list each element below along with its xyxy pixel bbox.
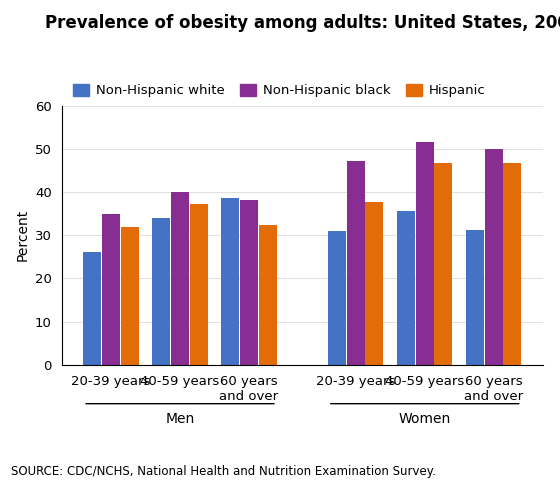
Text: SOURCE: CDC/NCHS, National Health and Nutrition Examination Survey.: SOURCE: CDC/NCHS, National Health and Nu… <box>11 465 436 478</box>
Bar <box>83 252 101 365</box>
Bar <box>102 215 120 365</box>
Bar <box>328 231 346 365</box>
Legend: Non-Hispanic white, Non-Hispanic black, Hispanic: Non-Hispanic white, Non-Hispanic black, … <box>68 79 491 103</box>
Bar <box>121 227 139 365</box>
Bar <box>347 161 365 365</box>
Bar <box>435 163 452 365</box>
Bar <box>416 142 434 365</box>
Y-axis label: Percent: Percent <box>16 209 30 261</box>
Text: Men: Men <box>165 412 195 426</box>
Bar <box>466 230 484 365</box>
Bar <box>503 163 521 365</box>
Bar <box>397 211 415 365</box>
Bar <box>240 200 258 365</box>
Bar <box>221 199 239 365</box>
Bar <box>190 204 208 365</box>
Bar <box>485 149 503 365</box>
Bar <box>171 192 189 365</box>
Text: Prevalence of obesity among adults: United States, 2007–2008: Prevalence of obesity among adults: Unit… <box>45 14 560 33</box>
Bar <box>152 218 170 365</box>
Bar <box>366 202 384 365</box>
Bar <box>259 225 277 365</box>
Text: Women: Women <box>399 412 451 426</box>
